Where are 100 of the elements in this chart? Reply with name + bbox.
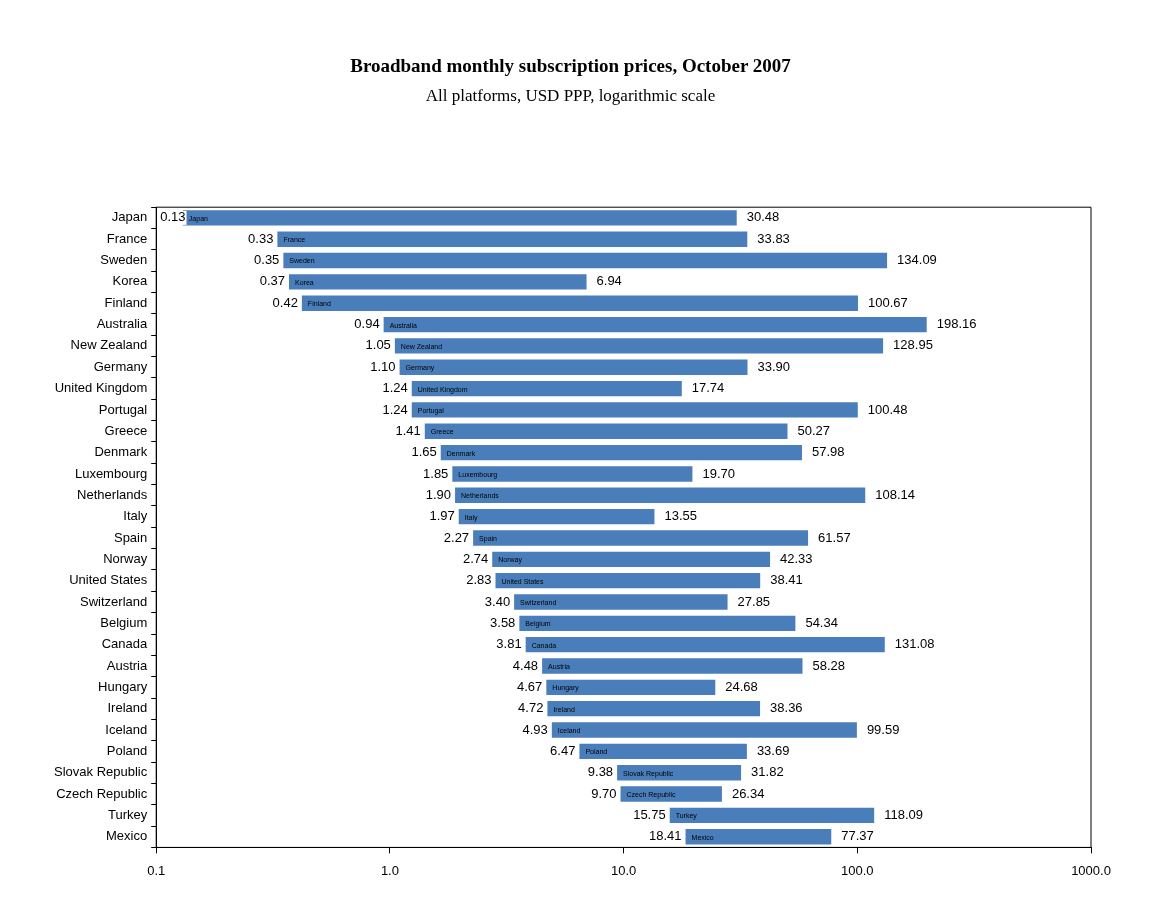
data-label: 13.55 — [664, 508, 697, 524]
data-label: 57.98 — [811, 444, 845, 460]
data-label: 33.69 — [756, 742, 790, 758]
annotation: 1.10 — [370, 358, 396, 374]
annotation: 2.74 — [462, 550, 489, 566]
data-label: 30.48 — [746, 209, 780, 225]
annotation: 3.58 — [490, 614, 516, 630]
bar — [685, 829, 832, 845]
y-tick-label: Netherlands — [77, 486, 148, 502]
data-label: 100.67 — [867, 294, 908, 310]
y-tick-label: Korea — [112, 273, 148, 289]
data-label: 131.08 — [894, 636, 935, 652]
bar — [440, 444, 802, 461]
bar — [620, 786, 722, 802]
y-tick-label: Spain — [113, 529, 148, 545]
y-tick-label: Poland — [106, 742, 148, 758]
chart-title: Broadband monthly subscription prices, October 2007 — [350, 55, 792, 77]
data-label: 38.41 — [770, 572, 803, 588]
annotation: 1.24 — [382, 380, 408, 396]
data-label: 27.85 — [737, 593, 771, 609]
y-tick-label: United Kingdom — [54, 380, 148, 396]
y-tick-label: Austria — [106, 657, 148, 673]
bar — [411, 380, 682, 397]
y-tick-label: Norway — [103, 550, 148, 566]
bar — [473, 530, 809, 546]
y-tick-label: France — [106, 230, 148, 246]
y-tick-label: Ireland — [107, 700, 148, 716]
y-tick-label: Australia — [96, 316, 148, 332]
bar — [277, 231, 748, 247]
annotation: 1.41 — [395, 422, 421, 438]
annotation: 4.93 — [522, 721, 548, 737]
data-label: 26.34 — [731, 785, 765, 801]
data-label: 61.57 — [818, 529, 851, 545]
annotation: 4.67 — [517, 678, 543, 694]
bar — [289, 274, 587, 290]
data-label: 100.48 — [867, 401, 908, 417]
bar — [669, 807, 875, 824]
data-label: 42.33 — [780, 550, 813, 566]
data-label: 33.83 — [757, 230, 790, 246]
annotation: 1.24 — [382, 401, 408, 417]
y-tick-label: Hungary — [98, 678, 148, 694]
annotation: 0.35 — [254, 252, 280, 268]
annotation: 1.05 — [365, 337, 391, 353]
bar — [525, 636, 885, 653]
annotation: 1.90 — [425, 486, 452, 502]
bar — [301, 295, 858, 311]
bar — [458, 508, 655, 525]
bar — [399, 359, 748, 375]
data-label: 31.82 — [751, 764, 784, 780]
data-label: 33.90 — [757, 358, 791, 374]
y-tick-label: Iceland — [105, 721, 148, 737]
y-tick-label: Italy — [123, 508, 148, 524]
annotation: 3.81 — [496, 636, 522, 652]
bar — [283, 252, 888, 269]
data-label: 17.74 — [691, 380, 725, 396]
data-label: 24.68 — [725, 678, 758, 694]
annotation: 18.41 — [649, 828, 682, 844]
data-label: 58.28 — [812, 657, 846, 673]
bar — [411, 402, 858, 418]
y-tick-label: Sweden — [100, 252, 148, 268]
annotation: 1.97 — [429, 508, 455, 524]
y-tick-label: Germany — [93, 358, 148, 374]
bar — [394, 338, 884, 354]
x-tick-label: 1000.0 — [1071, 862, 1111, 878]
y-tick-label: Luxembourg — [74, 465, 148, 481]
y-tick-label: United States — [69, 572, 148, 588]
bar — [424, 423, 788, 439]
y-tick-label: Switzerland — [80, 593, 148, 609]
data-label: 99.59 — [866, 721, 900, 737]
annotation: 9.38 — [587, 764, 614, 780]
data-label: 19.70 — [702, 465, 735, 481]
y-tick-label: Turkey — [107, 806, 148, 822]
annotation: 3.40 — [484, 593, 511, 609]
y-tick-label: Greece — [104, 422, 148, 438]
y-tick-label: Belgium — [100, 614, 148, 630]
annotation: 2.27 — [443, 529, 470, 545]
data-label: 128.95 — [893, 337, 933, 353]
annotation: 0.42 — [272, 294, 298, 310]
bar — [452, 466, 693, 482]
bar — [542, 658, 803, 674]
y-tick-label: Slovak Republic — [54, 764, 148, 780]
y-tick-label: Mexico — [106, 828, 148, 844]
data-label: 77.37 — [841, 828, 874, 844]
annotation: 15.75 — [633, 806, 666, 822]
annotation: 0.94 — [354, 316, 380, 332]
x-tick-label: 10.0 — [610, 862, 637, 878]
y-tick-label: Japan — [111, 209, 148, 225]
annotation: 1.65 — [411, 444, 437, 460]
x-tick-label: 0.1 — [147, 862, 166, 878]
y-tick-label: Portugal — [98, 401, 148, 417]
y-tick-label: Czech Republic — [56, 785, 148, 801]
bar — [579, 743, 747, 760]
y-tick-label: Denmark — [94, 444, 148, 460]
annotation: 0.37 — [259, 273, 285, 289]
annotation: 0.33 — [248, 230, 274, 246]
bar — [546, 679, 716, 696]
x-tick-label: 100.0 — [841, 862, 874, 878]
data-label: 118.09 — [884, 806, 923, 822]
y-tick-label: New Zealand — [70, 337, 148, 353]
annotation: 2.83 — [466, 572, 492, 588]
